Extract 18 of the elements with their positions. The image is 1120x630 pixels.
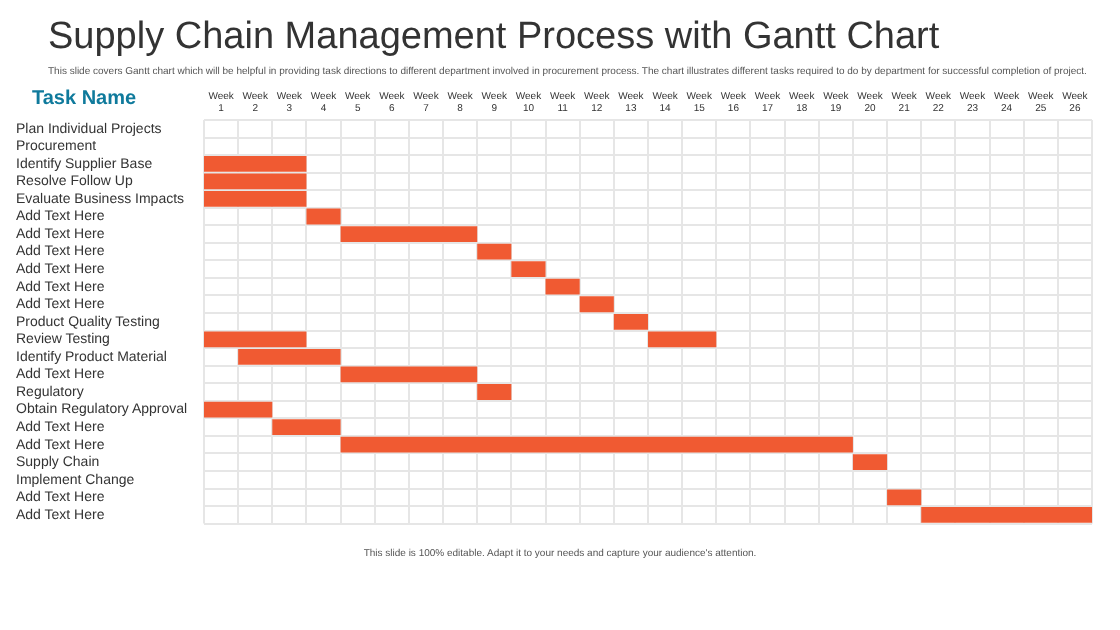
bar [511, 261, 546, 278]
bar [340, 226, 478, 242]
bar [921, 506, 1092, 523]
chart-title: Supply Chain Management Process with Gantt Chart [48, 16, 942, 60]
bar [477, 243, 512, 260]
bar [545, 278, 580, 295]
bar [477, 384, 512, 400]
bar [887, 489, 922, 506]
bar [340, 436, 853, 453]
bar [306, 208, 341, 225]
bar [203, 401, 273, 418]
bar [647, 331, 717, 348]
bar [340, 366, 478, 383]
bar [852, 454, 888, 471]
bar [272, 419, 341, 435]
bar [613, 313, 648, 330]
y-axis-title: Task Name [32, 88, 137, 110]
bar [579, 296, 614, 313]
